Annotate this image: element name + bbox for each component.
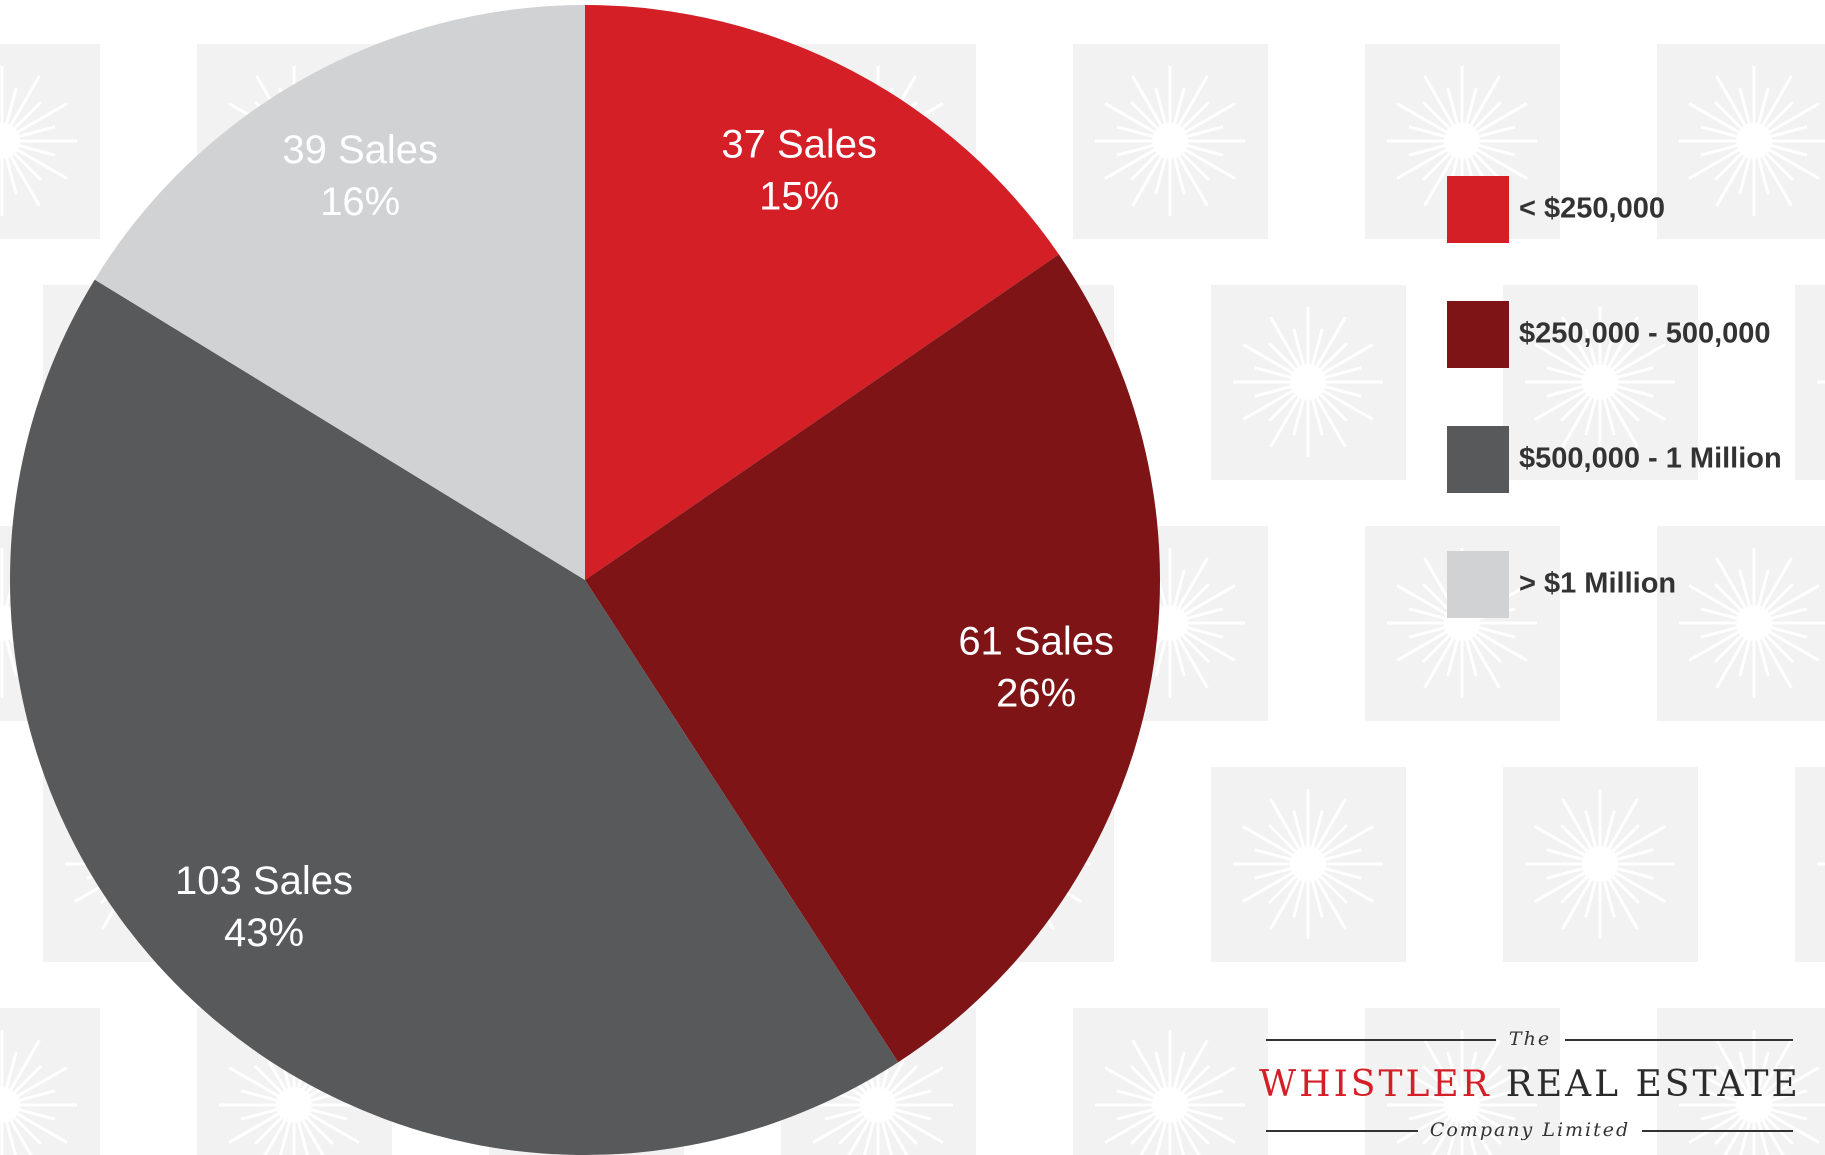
slice-label: 37 Sales	[721, 122, 877, 166]
slice-label: 39 Sales	[282, 128, 438, 172]
pattern-icon	[276, 1087, 312, 1123]
pattern-icon	[0, 123, 20, 159]
pattern-icon	[1387, 1030, 1537, 1155]
pattern-icon	[1736, 123, 1772, 159]
pattern-icon	[1679, 548, 1825, 698]
pattern-icon	[1679, 66, 1825, 216]
pattern-icon	[1582, 364, 1618, 400]
slice-percent: 43%	[224, 911, 304, 955]
pattern-icon	[1444, 1087, 1480, 1123]
pattern-icon	[1444, 123, 1480, 159]
slice-percent: 16%	[320, 180, 400, 224]
legend-swatch	[1447, 551, 1509, 618]
slice-label: 103 Sales	[175, 859, 353, 903]
pattern-icon	[1736, 1087, 1772, 1123]
pie-slice	[585, 254, 1160, 1063]
pattern-icon	[1679, 1030, 1825, 1155]
pie-slice	[9, 279, 899, 1155]
pattern-icon	[1736, 605, 1772, 641]
legend-swatch	[1447, 176, 1509, 243]
pattern-icon	[1525, 789, 1675, 939]
pattern-icon	[0, 1030, 77, 1155]
pattern-icon	[860, 1087, 896, 1123]
logo-prefix: The	[1509, 1028, 1551, 1050]
legend-swatch	[1447, 301, 1509, 368]
slice-label: 61 Sales	[958, 619, 1114, 663]
slice-percent: 15%	[759, 174, 839, 218]
legend-label: $500,000 - 1 Million	[1519, 443, 1782, 475]
legend-label: > $1 Million	[1519, 568, 1676, 600]
logo-name-dark: REAL ESTATE	[1506, 1064, 1801, 1105]
pattern-icon	[1095, 66, 1245, 216]
pattern-icon	[0, 66, 77, 216]
pattern-icon	[1152, 1087, 1188, 1123]
logo-name: WHISTLER REAL ESTATE	[1259, 1064, 1801, 1105]
pie-slice	[585, 5, 1059, 580]
pie-slice	[94, 5, 585, 580]
pattern-icon	[1095, 1030, 1245, 1155]
legend-swatch	[1447, 426, 1509, 493]
pattern-icon	[1582, 846, 1618, 882]
pattern-icon	[1152, 123, 1188, 159]
legend: < $250,000 $250,000 - 500,000 $500,000 - 1…	[1447, 176, 1782, 618]
logo: The WHISTLER REAL ESTATE Company Limited	[1259, 1028, 1801, 1141]
logo-name-red: WHISTLER	[1259, 1064, 1492, 1105]
slice-percent: 26%	[996, 671, 1076, 715]
pattern-icon	[1233, 789, 1383, 939]
legend-label: < $250,000	[1519, 193, 1665, 225]
pattern-icon	[1290, 364, 1326, 400]
pattern-icon	[1233, 307, 1383, 457]
legend-label: $250,000 - 500,000	[1519, 318, 1771, 350]
pattern-icon	[1525, 307, 1675, 457]
pie: 37 Sales 15% 61 Sales 26% 103 Sales 43% 39 Sal…	[9, 5, 1160, 1155]
logo-suffix: Company Limited	[1430, 1119, 1630, 1141]
pattern-icon	[0, 1087, 20, 1123]
pattern-icon	[1152, 605, 1188, 641]
pattern-icon	[1290, 846, 1326, 882]
